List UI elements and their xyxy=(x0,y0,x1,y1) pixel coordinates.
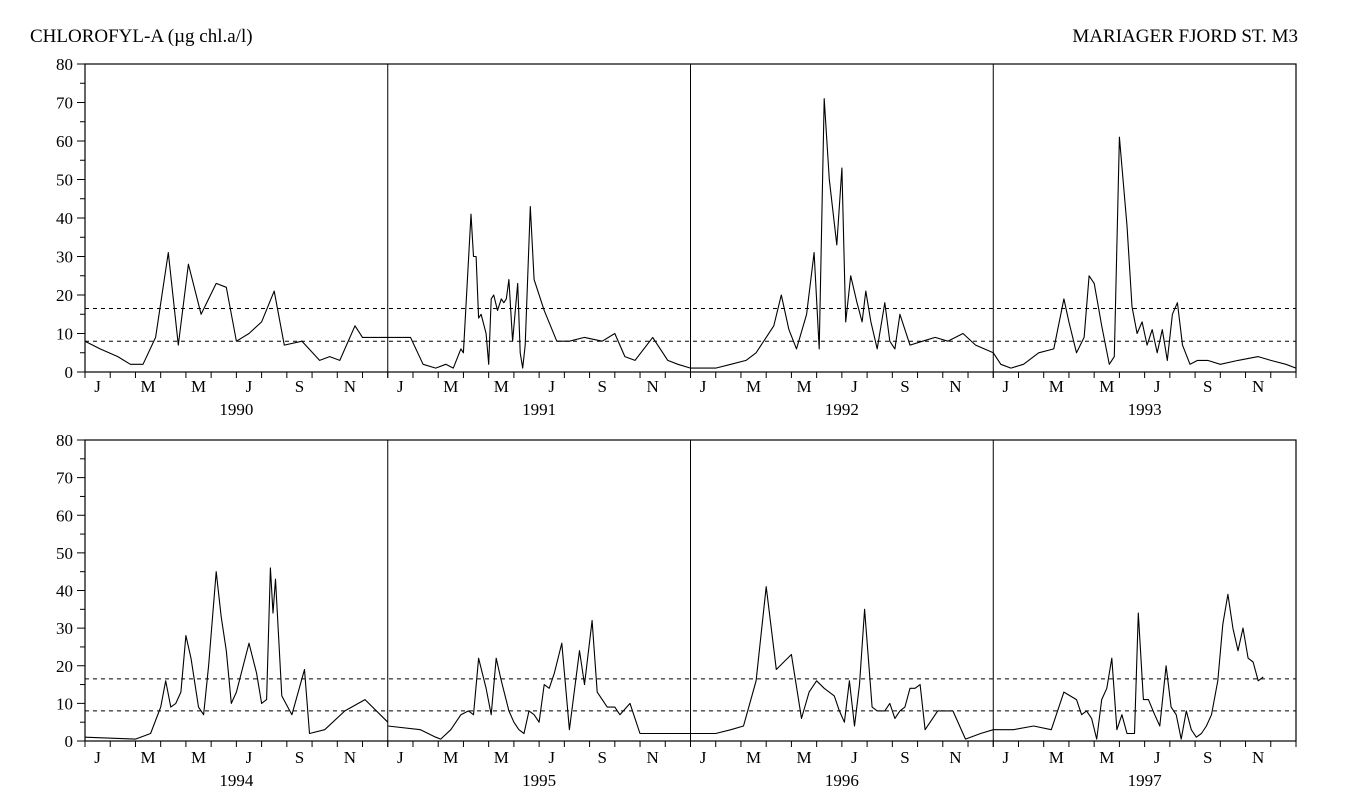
month-label: M xyxy=(1049,748,1064,767)
month-label: S xyxy=(597,748,606,767)
month-label: S xyxy=(900,748,909,767)
station-label: MARIAGER FJORD ST. M3 xyxy=(1072,26,1298,47)
month-label: M xyxy=(191,377,206,396)
month-label: J xyxy=(94,377,101,396)
y-tick-label: 60 xyxy=(56,506,73,525)
month-label: J xyxy=(851,377,858,396)
chlorophyll-series-line xyxy=(387,620,691,740)
month-label: J xyxy=(548,377,555,396)
month-label: M xyxy=(796,748,811,767)
month-label: S xyxy=(900,377,909,396)
month-label: N xyxy=(949,377,961,396)
year-label: 1995 xyxy=(522,771,556,790)
month-label: M xyxy=(141,377,156,396)
y-tick-label: 60 xyxy=(56,132,73,151)
chart-title: CHLOROFYL-A (µg chl.a/l) xyxy=(30,26,253,47)
month-label: M xyxy=(1099,748,1114,767)
y-tick-label: 80 xyxy=(56,55,73,74)
y-tick-label: 0 xyxy=(65,363,74,382)
year-label: 1996 xyxy=(825,771,859,790)
chlorophyll-series-line xyxy=(690,586,994,740)
year-label: 1994 xyxy=(219,771,254,790)
month-label: M xyxy=(494,748,509,767)
y-tick-label: 10 xyxy=(56,694,73,713)
y-tick-label: 30 xyxy=(56,248,73,267)
y-tick-label: 30 xyxy=(56,619,73,638)
chlorophyll-series-line xyxy=(387,205,691,369)
month-label: J xyxy=(246,377,253,396)
y-tick-label: 80 xyxy=(56,431,73,450)
y-tick-label: 50 xyxy=(56,171,73,190)
y-tick-label: 70 xyxy=(56,94,73,113)
y-tick-label: 50 xyxy=(56,544,73,563)
month-label: J xyxy=(246,748,253,767)
chlorophyll-series-line xyxy=(992,136,1297,369)
month-label: M xyxy=(141,748,156,767)
month-label: M xyxy=(494,377,509,396)
month-label: M xyxy=(746,377,761,396)
month-label: M xyxy=(796,377,811,396)
month-label: J xyxy=(700,748,707,767)
month-label: N xyxy=(1252,377,1264,396)
chlorophyll-series-line xyxy=(84,567,389,740)
month-label: N xyxy=(344,748,356,767)
month-label: N xyxy=(647,748,659,767)
chlorophyll-series-line xyxy=(690,98,994,369)
y-tick-label: 40 xyxy=(56,582,73,601)
month-label: S xyxy=(597,377,606,396)
year-label: 1993 xyxy=(1128,400,1162,419)
month-label: S xyxy=(1203,377,1212,396)
month-label: N xyxy=(1252,748,1264,767)
month-label: J xyxy=(1003,377,1010,396)
month-label: S xyxy=(1203,748,1212,767)
month-label: M xyxy=(1099,377,1114,396)
month-label: S xyxy=(295,748,304,767)
y-tick-label: 10 xyxy=(56,325,73,344)
chlorophyll-series-line xyxy=(84,252,388,365)
year-label: 1997 xyxy=(1128,771,1163,790)
month-label: J xyxy=(397,748,404,767)
month-label: J xyxy=(700,377,707,396)
y-tick-label: 70 xyxy=(56,469,73,488)
month-label: J xyxy=(94,748,101,767)
month-label: N xyxy=(949,748,961,767)
y-tick-label: 40 xyxy=(56,209,73,228)
month-label: M xyxy=(443,748,458,767)
month-label: J xyxy=(1154,748,1161,767)
y-tick-label: 20 xyxy=(56,657,73,676)
month-label: J xyxy=(851,748,858,767)
y-tick-label: 0 xyxy=(65,732,74,751)
month-label: M xyxy=(443,377,458,396)
month-label: N xyxy=(344,377,356,396)
month-label: J xyxy=(548,748,555,767)
month-label: M xyxy=(191,748,206,767)
month-label: M xyxy=(746,748,761,767)
plot-row-1: 0 10 20 30 40 50 60 70 80 J M M J S N 1990 J M M J S N 1991 J M M… xyxy=(56,55,1297,419)
year-label: 1992 xyxy=(825,400,859,419)
month-label: J xyxy=(1003,748,1010,767)
plot-row-2: 0 10 20 30 40 50 60 70 80 J M M J S N 1994 J M M J S N 1995 J M M… xyxy=(56,431,1297,790)
y-tick-label: 20 xyxy=(56,286,73,305)
month-label: N xyxy=(647,377,659,396)
year-label: 1990 xyxy=(219,400,253,419)
month-label: J xyxy=(397,377,404,396)
month-label: S xyxy=(295,377,304,396)
month-label: M xyxy=(1049,377,1064,396)
chlorophyll-series-line xyxy=(993,593,1264,740)
year-label: 1991 xyxy=(522,400,556,419)
month-label: J xyxy=(1154,377,1161,396)
